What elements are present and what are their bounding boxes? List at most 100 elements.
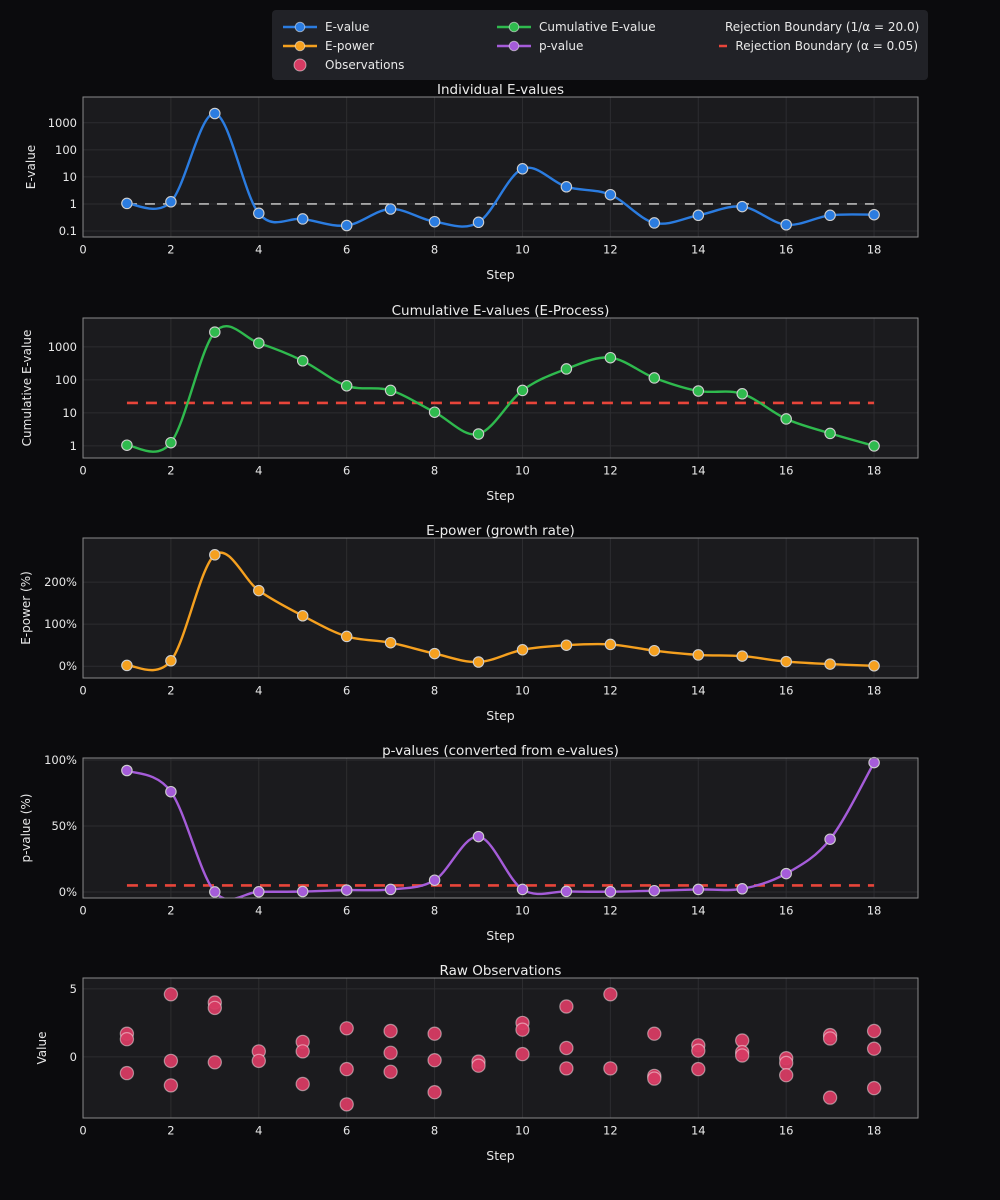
- data-point-marker: [428, 647, 441, 660]
- x-tick-label: 16: [779, 464, 794, 478]
- x-tick-label: 4: [255, 1124, 262, 1138]
- panel-5: 0 2 4 6 8 10 12 14 16 18 0 5: [70, 977, 919, 1138]
- data-point-marker: [165, 436, 177, 449]
- legend-label: Rejection Boundary (1/α = 20.0): [725, 19, 920, 34]
- data-point-marker: [209, 107, 221, 120]
- data-point-marker: [472, 428, 485, 440]
- x-tick-label: 4: [255, 684, 262, 698]
- x-tick-label: 16: [779, 1124, 794, 1138]
- panel-4-title: p-values (converted from e-values): [382, 743, 619, 759]
- legend: E-value E-power Observations Cumulative E-v…: [272, 10, 928, 80]
- data-point-marker: [604, 188, 617, 201]
- observation-marker: [163, 1078, 179, 1093]
- x-tick-label: 8: [431, 243, 438, 257]
- data-point-marker: [780, 867, 792, 880]
- observation-marker: [339, 1021, 354, 1036]
- data-point-marker: [604, 638, 617, 651]
- data-point-marker: [780, 655, 792, 668]
- x-tick-label: 6: [343, 243, 350, 257]
- observation-marker: [295, 1044, 310, 1059]
- y-tick-label: 10: [62, 406, 77, 420]
- y-tick-label: 100: [55, 373, 77, 387]
- data-point-marker: [824, 658, 836, 670]
- data-point-marker: [428, 874, 441, 886]
- data-point-marker: [780, 219, 792, 231]
- y-tick-label: 1: [70, 439, 77, 453]
- legend-item-e-power: E-power: [282, 39, 496, 53]
- data-point-marker: [209, 886, 221, 898]
- panel-1-ylabel: E-value: [24, 144, 38, 190]
- plot-area: [83, 318, 918, 458]
- data-point-marker: [428, 406, 441, 418]
- data-point-marker: [121, 659, 133, 672]
- x-tick-label: 12: [603, 684, 618, 698]
- observation-marker: [383, 1045, 398, 1061]
- line-marker-swatch-icon: [283, 40, 317, 51]
- observation-marker: [779, 1067, 794, 1083]
- panel-3-xlabel: Step: [486, 708, 515, 723]
- plot-border: [82, 757, 919, 899]
- plot-border: [82, 317, 919, 459]
- data-point-marker: [560, 363, 573, 375]
- data-point-marker: [209, 549, 221, 561]
- x-tick-label: 0: [79, 684, 86, 698]
- data-point-marker: [692, 385, 705, 397]
- data-point-marker: [428, 215, 441, 228]
- observation-marker: [691, 1061, 706, 1077]
- data-point-marker: [604, 351, 617, 364]
- panel-5-xlabel: Step: [486, 1148, 515, 1163]
- x-tick-label: 2: [167, 1124, 174, 1138]
- data-point-marker: [868, 756, 880, 769]
- observation-marker: [735, 1048, 750, 1063]
- observation-marker: [691, 1043, 706, 1058]
- x-tick-label: 18: [867, 1124, 882, 1138]
- data-point-marker: [824, 427, 836, 440]
- observation-marker: [207, 1000, 222, 1016]
- panel-3-ylabel: E-power (%): [19, 571, 33, 645]
- x-tick-label: 14: [691, 904, 706, 918]
- data-point-marker: [692, 883, 705, 896]
- data-point-marker: [472, 656, 485, 668]
- data-point-marker: [472, 830, 485, 843]
- x-tick-label: 4: [255, 904, 262, 918]
- panel-5-title: Raw Observations: [439, 963, 562, 979]
- observation-marker: [207, 1055, 222, 1070]
- legend-item-observations: Observations: [282, 58, 496, 72]
- legend-label: E-power: [325, 38, 375, 53]
- x-tick-label: 16: [779, 904, 794, 918]
- plot-border: [82, 977, 919, 1119]
- panel-3: 0 2 4 6 8 10 12 14 16 18 0% 100% 200%: [44, 537, 919, 698]
- data-point-marker: [516, 644, 529, 656]
- x-tick-label: 4: [255, 464, 262, 478]
- x-tick-label: 6: [343, 904, 350, 918]
- data-point-marker: [340, 884, 353, 896]
- data-point-marker: [736, 650, 748, 662]
- x-tick-label: 0: [79, 464, 86, 478]
- panel-1: 0 2 4 6 8 10 12 14 16 18 0.1 1 10 100 1000: [48, 96, 919, 257]
- x-tick-label: 16: [779, 243, 794, 257]
- data-point-marker: [340, 380, 353, 392]
- data-point-marker: [560, 885, 573, 898]
- data-point-marker: [253, 207, 265, 220]
- panel-4-xlabel: Step: [486, 928, 515, 943]
- y-tick-label: 0: [70, 1050, 77, 1064]
- y-tick-label: 100%: [44, 617, 77, 631]
- x-tick-label: 16: [779, 684, 794, 698]
- x-tick-label: 14: [691, 243, 706, 257]
- observation-marker: [427, 1084, 442, 1100]
- data-point-marker: [560, 639, 573, 651]
- line-marker-swatch-icon: [497, 21, 531, 32]
- data-point-marker: [296, 885, 309, 898]
- legend-item-rejection-boundary-0-05: Rejection Boundary (α = 0.05): [718, 39, 918, 53]
- observation-marker: [603, 1061, 618, 1076]
- x-tick-label: 14: [691, 684, 706, 698]
- legend-label: Rejection Boundary (α = 0.05): [735, 38, 918, 53]
- data-point-marker: [296, 610, 309, 622]
- legend-label: Cumulative E-value: [539, 19, 656, 34]
- observation-marker: [383, 1064, 398, 1080]
- observation-marker: [559, 1040, 574, 1056]
- observation-marker: [339, 1061, 354, 1077]
- e-power-markers: [121, 549, 880, 672]
